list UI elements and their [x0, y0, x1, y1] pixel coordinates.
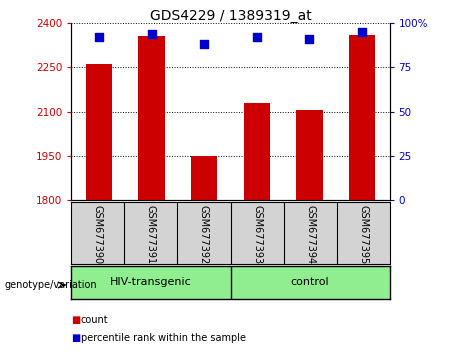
Text: percentile rank within the sample: percentile rank within the sample	[81, 333, 246, 343]
Text: GSM677395: GSM677395	[358, 205, 368, 264]
Point	[201, 41, 208, 47]
Text: HIV-transgenic: HIV-transgenic	[110, 277, 192, 287]
Text: GSM677393: GSM677393	[252, 205, 262, 264]
Bar	[296, 110, 323, 200]
Text: count: count	[81, 315, 108, 325]
Point	[95, 34, 103, 40]
Text: GSM677391: GSM677391	[146, 205, 156, 264]
Text: ■: ■	[71, 333, 81, 343]
Bar	[349, 35, 375, 200]
Text: GSM677394: GSM677394	[305, 205, 315, 264]
Bar	[191, 156, 217, 200]
Point	[306, 36, 313, 42]
Text: GSM677390: GSM677390	[93, 205, 103, 264]
Text: ■: ■	[71, 315, 81, 325]
Bar	[86, 64, 112, 200]
Point	[253, 34, 260, 40]
Point	[358, 29, 366, 35]
Point	[148, 31, 155, 36]
Bar	[138, 36, 165, 200]
Text: GDS4229 / 1389319_at: GDS4229 / 1389319_at	[150, 9, 311, 23]
Text: control: control	[291, 277, 329, 287]
Text: genotype/variation: genotype/variation	[5, 280, 97, 290]
Bar	[244, 103, 270, 200]
Text: GSM677392: GSM677392	[199, 205, 209, 264]
